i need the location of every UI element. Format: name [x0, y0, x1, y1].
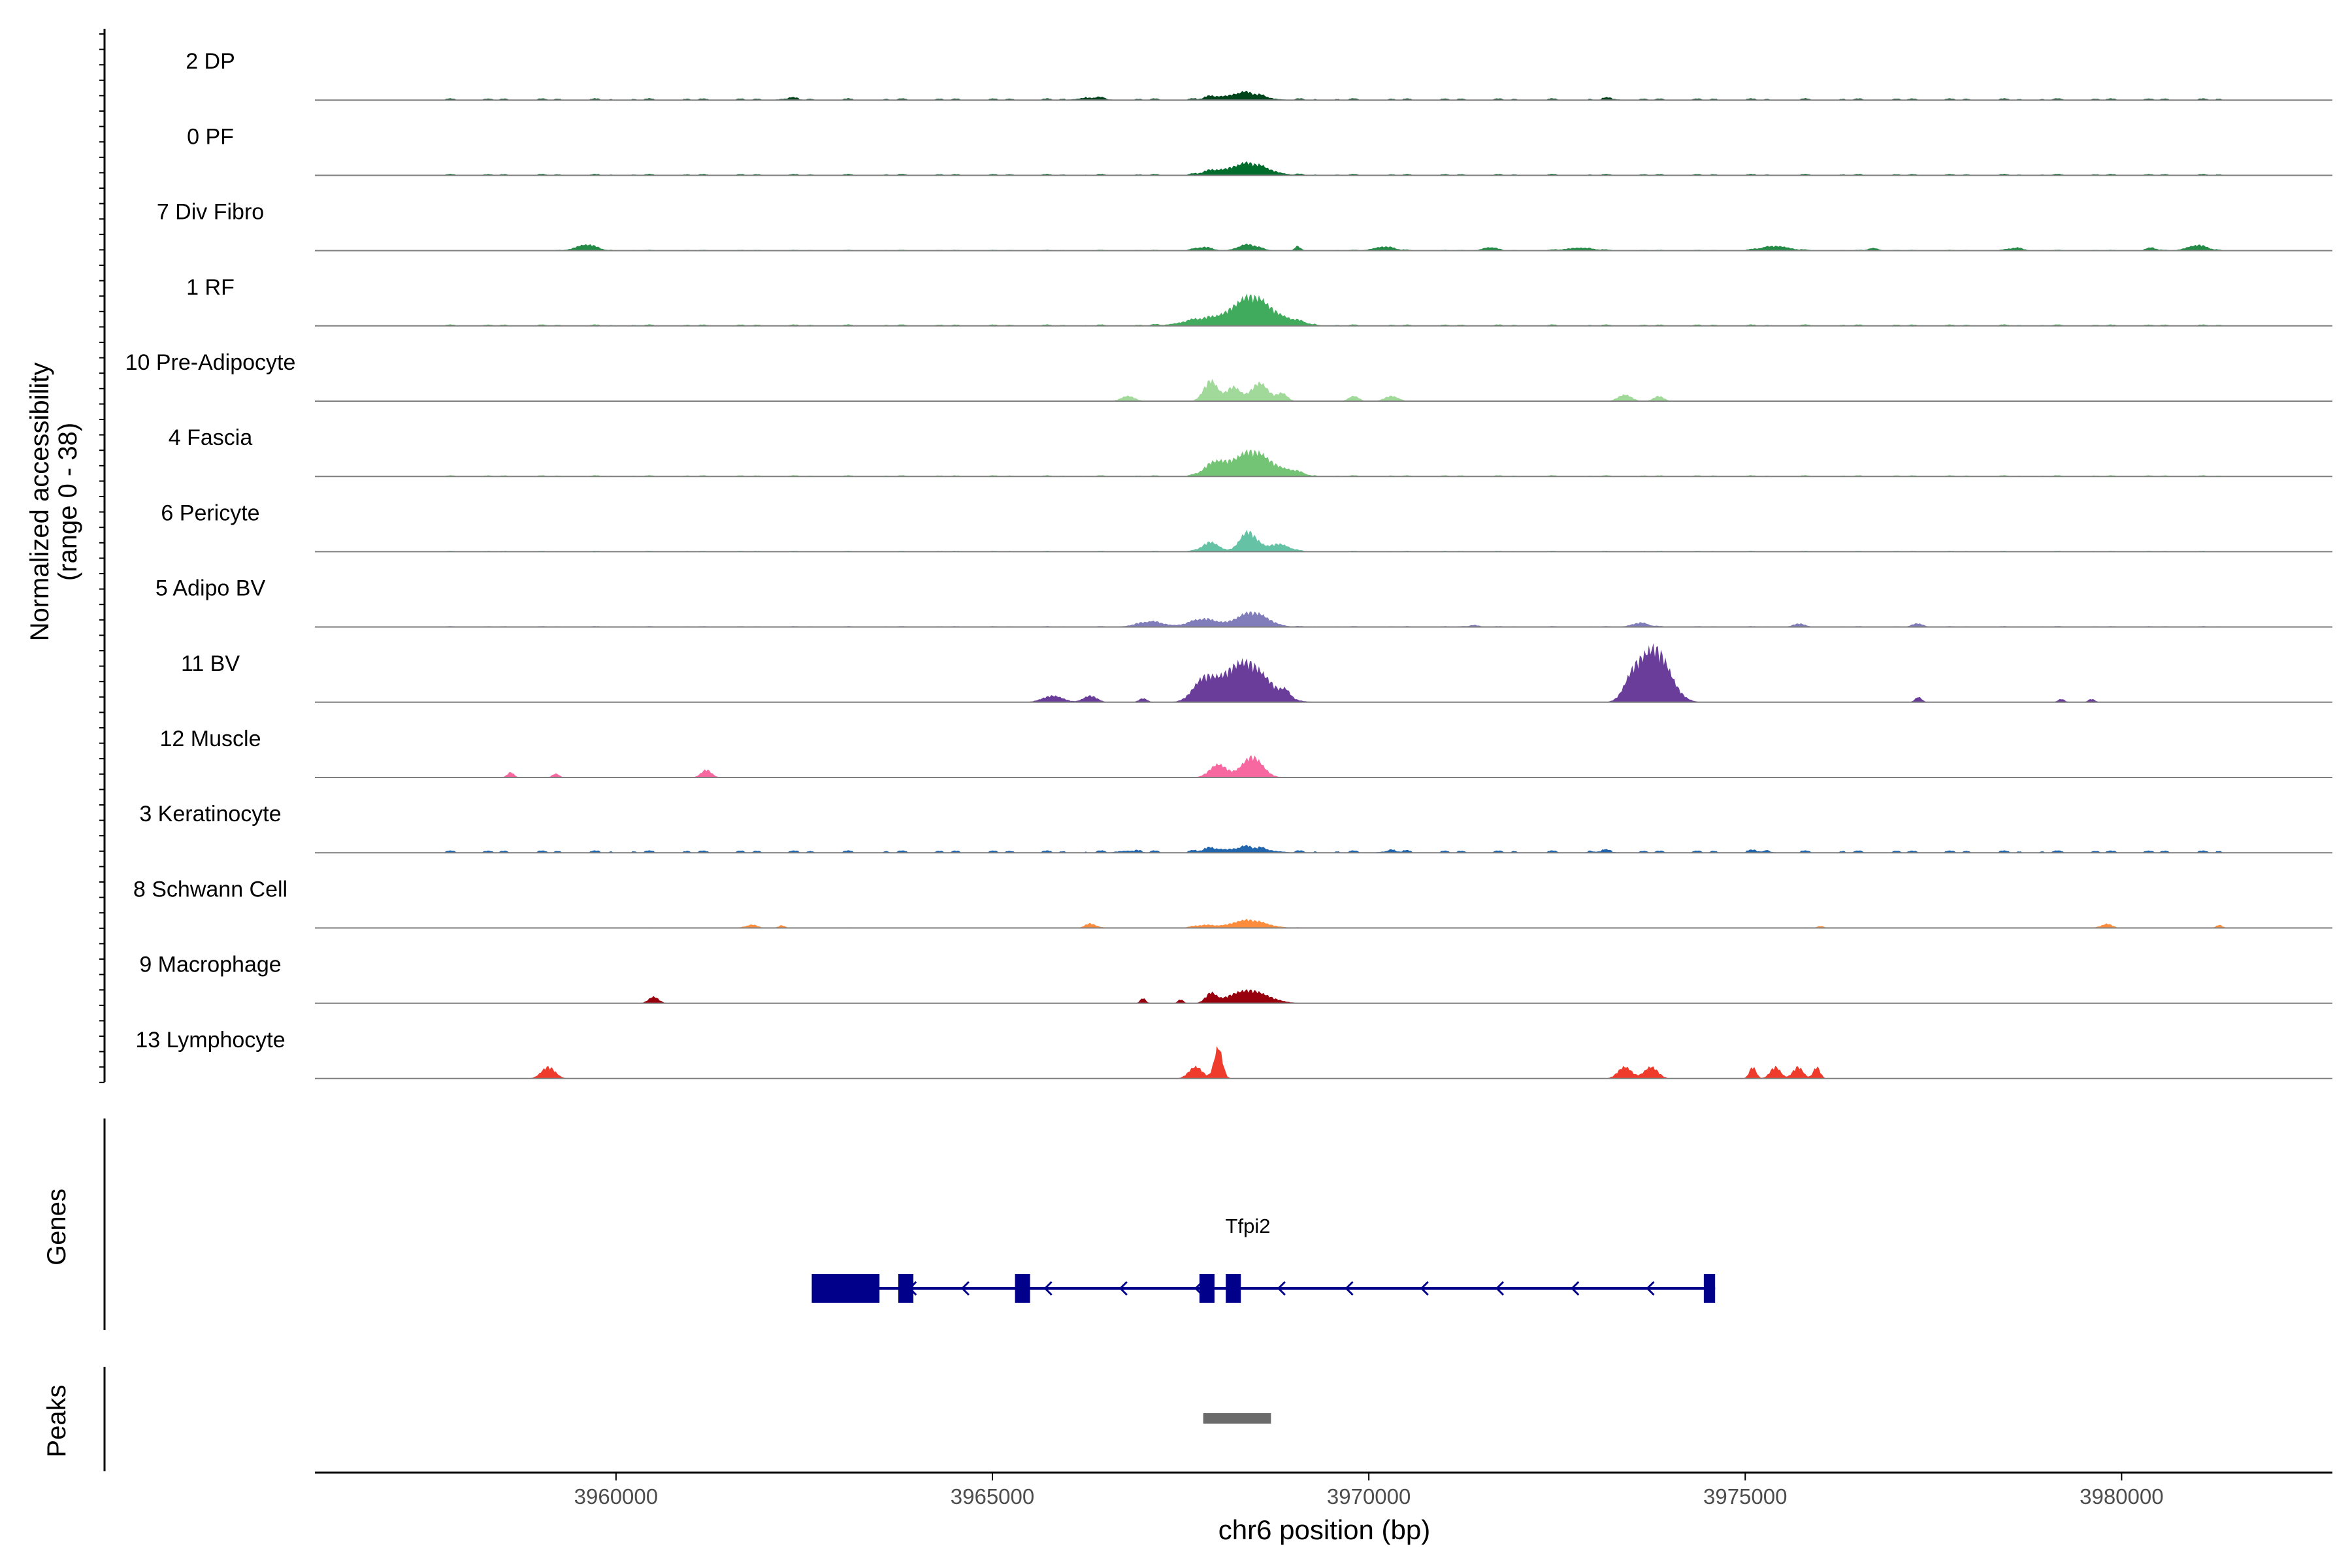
gene-strand-arrow — [1345, 1281, 1354, 1296]
track-signal — [315, 243, 2332, 251]
track-label: 10 Pre-Adipocyte — [125, 350, 296, 375]
track-2-dp: 2 DP — [186, 49, 2332, 101]
y-axis-label-line2: (range 0 - 38) — [54, 423, 82, 581]
gene-strand-arrow — [1043, 1281, 1053, 1296]
track-signal — [315, 449, 2332, 477]
track-label: 8 Schwann Cell — [133, 877, 287, 902]
track-signal — [315, 378, 2332, 401]
x-tick-label: 3980000 — [2080, 1484, 2163, 1509]
x-axis-label: chr6 position (bp) — [1218, 1514, 1431, 1545]
track-10-pre-adipocyte: 10 Pre-Adipocyte — [125, 350, 2332, 402]
left-axes — [99, 29, 106, 1471]
x-axis: chr6 position (bp) 3960000 3965000 3970000… — [315, 1471, 2332, 1545]
track-signal — [315, 845, 2332, 853]
gene-name-label: Tfpi2 — [1226, 1215, 1271, 1237]
x-tick-label: 3960000 — [574, 1484, 658, 1509]
y-axis-label-line1: Normalized accessibility — [25, 363, 54, 642]
gene-strand-arrow — [1571, 1281, 1580, 1296]
x-tick-label: 3970000 — [1327, 1484, 1411, 1509]
gene-strand-arrow — [1119, 1281, 1128, 1296]
gene-strand-arrow — [1277, 1281, 1286, 1296]
track-label: 1 RF — [186, 275, 235, 300]
track-6-pericyte: 6 Pericyte — [161, 500, 2332, 553]
track-signal — [315, 989, 2332, 1004]
gene-exon — [898, 1274, 914, 1303]
gene-exon — [811, 1274, 880, 1303]
peaks-panel: Peaks — [42, 1384, 1271, 1458]
gene-exon — [1199, 1274, 1215, 1303]
track-label: 5 Adipo BV — [155, 576, 266, 601]
track-signal — [315, 529, 2332, 552]
accessibility-tracks: 2 DP 0 PF 7 Div Fibro 1 RF 10 Pre-Adipocyte 4… — [125, 49, 2332, 1079]
track-label: 13 Lymphocyte — [135, 1028, 285, 1053]
peak-region — [1203, 1413, 1271, 1424]
track-label: 4 Fascia — [169, 425, 253, 450]
gene-exon — [1226, 1274, 1241, 1303]
track-signal — [315, 643, 2332, 702]
track-signal — [315, 919, 2332, 928]
track-4-fascia: 4 Fascia — [169, 425, 2332, 478]
x-tick-label: 3965000 — [951, 1484, 1034, 1509]
gene-strand-arrow — [960, 1281, 970, 1296]
track-signal — [315, 90, 2332, 101]
track-label: 6 Pericyte — [161, 500, 259, 525]
gene-strand-arrow — [1495, 1281, 1505, 1296]
x-tick-label: 3975000 — [1703, 1484, 1787, 1509]
track-7-div-fibro: 7 Div Fibro — [157, 200, 2332, 252]
track-label: 11 BV — [181, 651, 240, 676]
track-signal — [315, 611, 2332, 627]
track-signal — [315, 293, 2332, 326]
track-signal — [315, 161, 2332, 176]
gene-exon — [1703, 1274, 1716, 1303]
gene-strand-arrow — [1646, 1281, 1655, 1296]
track-label: 12 Muscle — [160, 727, 261, 751]
genes-panel: Genes Tfpi2 — [42, 1188, 1716, 1303]
track-12-muscle: 12 Muscle — [160, 727, 2332, 778]
genes-label: Genes — [42, 1188, 71, 1266]
track-5-adipo-bv: 5 Adipo BV — [155, 576, 2332, 628]
track-label: 3 Keratinocyte — [139, 802, 281, 826]
track-signal — [315, 755, 2332, 777]
track-label: 0 PF — [187, 124, 234, 149]
gene-strand-arrow — [1420, 1281, 1429, 1296]
peaks-label: Peaks — [42, 1384, 71, 1457]
track-1-rf: 1 RF — [186, 275, 2332, 327]
track-9-macrophage: 9 Macrophage — [139, 953, 2332, 1004]
track-8-schwann-cell: 8 Schwann Cell — [133, 877, 2332, 929]
track-0-pf: 0 PF — [187, 124, 2332, 176]
track-label: 9 Macrophage — [139, 953, 281, 977]
track-3-keratinocyte: 3 Keratinocyte — [139, 802, 2332, 854]
track-label: 2 DP — [186, 49, 235, 74]
track-11-bv: 11 BV — [181, 643, 2332, 703]
gene-exon — [1015, 1274, 1030, 1303]
track-signal — [315, 1046, 2332, 1079]
y-axis-label: Normalized accessibility (range 0 - 38) — [25, 363, 82, 642]
track-13-lymphocyte: 13 Lymphocyte — [135, 1028, 2332, 1079]
track-label: 7 Div Fibro — [157, 200, 264, 225]
